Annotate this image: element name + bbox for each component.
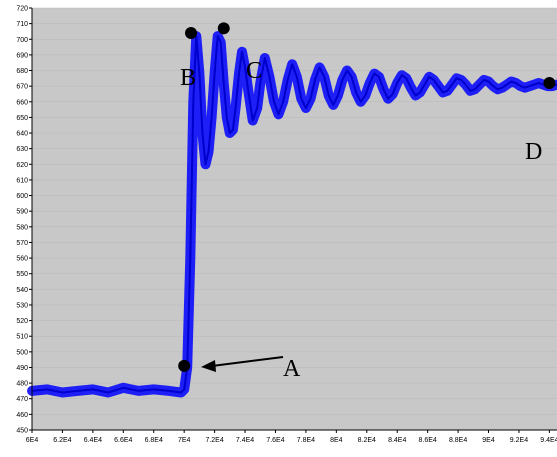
y-tick-label: 720 [16, 6, 28, 13]
y-tick-label: 670 [16, 84, 28, 91]
y-tick-label: 560 [16, 256, 28, 263]
x-tick-label: 7.8E4 [297, 437, 315, 444]
x-tick-label: 8.6E4 [419, 437, 437, 444]
x-tick-label: 7.4E4 [236, 437, 254, 444]
y-tick-label: 500 [16, 349, 28, 356]
annotation-label-c: C [246, 58, 262, 84]
y-ticks: 450 460 470 480 490 500 510 520 530 540 550 560 570 5… [16, 6, 32, 435]
y-tick-label: 620 [16, 162, 28, 169]
x-tick-label: 8.4E4 [388, 437, 406, 444]
y-tick-label: 520 [16, 318, 28, 325]
y-tick-label: 460 [16, 412, 28, 419]
y-tick-label: 470 [16, 396, 28, 403]
annotation-marker-c [217, 22, 230, 35]
annotations: A B C D [180, 58, 542, 382]
x-tick-label: 7.2E4 [205, 437, 223, 444]
annotation-marker-d [543, 77, 556, 90]
x-tick-label: 6.6E4 [114, 437, 132, 444]
y-tick-label: 450 [16, 428, 28, 435]
x-tick-label: 8E4 [330, 437, 343, 444]
annotation-label-b: B [180, 65, 196, 91]
series-line-core [31, 35, 557, 394]
annotation-marker-b [185, 27, 198, 40]
y-tick-label: 480 [16, 381, 28, 388]
x-tick-label: 6.4E4 [84, 437, 102, 444]
grid [32, 7, 557, 431]
x-tick-label: 8.2E4 [358, 437, 376, 444]
x-tick-label: 8.8E4 [449, 437, 467, 444]
y-tick-label: 640 [16, 131, 28, 138]
y-tick-label: 610 [16, 177, 28, 184]
x-tick-label: 9.2E4 [510, 437, 528, 444]
y-tick-label: 710 [16, 21, 28, 28]
x-ticks: 6E4 6.2E4 6.4E4 6.6E4 6.8E4 7E4 7.2E4 7.4E4 7.6E… [26, 430, 557, 444]
x-tick-label: 9.4E4 [540, 437, 557, 444]
x-tick-label: 9E4 [482, 437, 495, 444]
annotation-arrowhead-a [201, 360, 216, 372]
y-tick-label: 550 [16, 271, 28, 278]
y-tick-label: 650 [16, 115, 28, 122]
y-tick-label: 540 [16, 287, 28, 294]
annotation-arrow-a [211, 356, 284, 367]
x-tick-label: 7E4 [178, 437, 191, 444]
y-tick-label: 700 [16, 37, 28, 44]
y-tick-label: 510 [16, 334, 28, 341]
x-tick-label: 6.2E4 [53, 437, 71, 444]
annotation-marker-a [178, 359, 191, 372]
annotation-label-a: A [283, 356, 301, 382]
annotation-label-d: D [525, 139, 542, 165]
x-tick-label: 6E4 [26, 437, 39, 444]
y-tick-label: 590 [16, 209, 28, 216]
y-tick-label: 570 [16, 240, 28, 247]
y-tick-label: 690 [16, 52, 28, 59]
y-tick-label: 680 [16, 68, 28, 75]
y-tick-label: 530 [16, 302, 28, 309]
annotation-markers [178, 22, 556, 372]
y-tick-label: 660 [16, 99, 28, 106]
y-tick-label: 630 [16, 146, 28, 153]
y-tick-label: 580 [16, 224, 28, 231]
x-tick-label: 7.6E4 [266, 437, 284, 444]
series-layer [27, 31, 557, 398]
y-tick-label: 600 [16, 193, 28, 200]
x-tick-label: 6.8E4 [145, 437, 163, 444]
y-tick-label: 490 [16, 365, 28, 372]
